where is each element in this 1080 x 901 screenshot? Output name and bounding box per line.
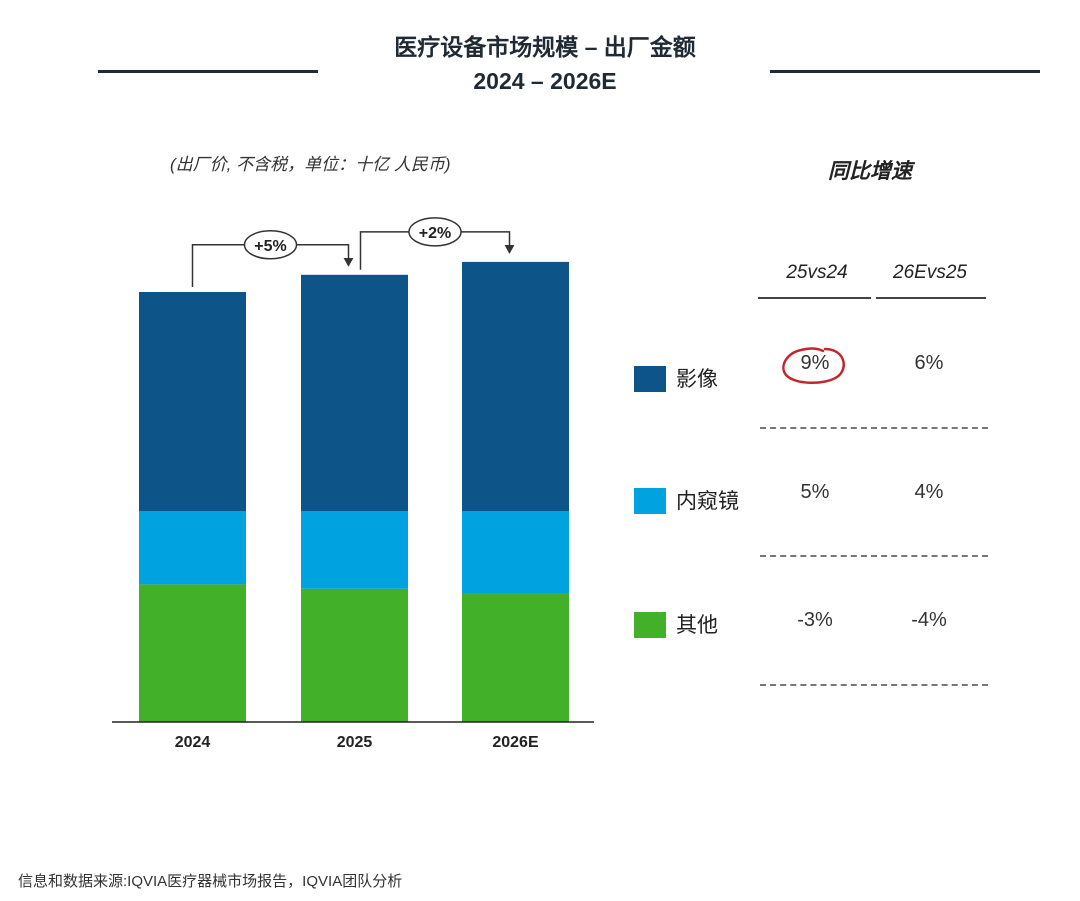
growth-bubble-2025-2026E <box>408 217 462 247</box>
row-divider <box>760 555 988 557</box>
title-rule-left <box>98 70 318 73</box>
growth-annotations: +5% +2% <box>191 217 515 287</box>
row-divider <box>760 684 988 686</box>
yoy-cell-endoscope-26evs25: 4% <box>914 481 944 503</box>
bar-segment-endoscope-2026E <box>462 511 569 593</box>
growth-bubble-2024-2025 <box>243 230 298 260</box>
yoy-col-header-26evs25: 26Evs25 <box>893 262 967 283</box>
x-tick-label-2026E: 2026E <box>492 734 539 751</box>
bar-segment-other-2026E <box>462 593 569 722</box>
legend-label-endoscope: 内窥镜 <box>676 490 739 513</box>
yoy-cell-other-26evs25: -4% <box>911 609 947 631</box>
bar-segment-other-2025 <box>301 588 408 722</box>
x-tick-label-2025: 2025 <box>337 734 373 751</box>
yoy-cell-imaging-25vs24: 9% <box>800 352 830 374</box>
bar-segment-endoscope-2024 <box>139 511 246 585</box>
bar-segment-imaging-2024 <box>139 292 246 512</box>
legend-swatch-endoscope <box>634 488 666 514</box>
chart-subtitle: 2024 – 2026E <box>473 68 617 94</box>
bar-segment-imaging-2026E <box>462 261 569 512</box>
yoy-col-rule <box>876 297 986 299</box>
bar-segment-other-2024 <box>139 584 246 722</box>
highlight-circle <box>782 347 845 384</box>
bar-segment-endoscope-2025 <box>301 511 408 589</box>
legend-label-other: 其他 <box>676 614 718 637</box>
yoy-col-header-25vs24: 25vs24 <box>786 262 848 283</box>
yoy-cell-other-25vs24: -3% <box>797 609 833 631</box>
yoy-title: 同比增速 <box>828 160 912 183</box>
unit-note: (出厂价, 不含税，单位：十亿 人民币) <box>170 155 451 174</box>
chart-title: 医疗设备市场规模 – 出厂金额 <box>394 34 696 60</box>
x-tick-labels: 2024 2025 2026E <box>175 734 539 751</box>
legend-swatch-imaging <box>634 366 666 392</box>
yoy-col-rule <box>758 297 871 299</box>
legend-swatch-other <box>634 612 666 638</box>
growth-label-2024-2025: +5% <box>254 238 286 255</box>
legend-label-imaging: 影像 <box>676 368 718 391</box>
title-rule-right <box>770 70 1040 73</box>
bars-layer <box>139 261 569 722</box>
yoy-cell-endoscope-25vs24: 5% <box>800 481 830 503</box>
growth-label-2025-2026E: +2% <box>419 225 451 242</box>
row-divider <box>760 427 988 429</box>
bar-segment-imaging-2025 <box>301 274 408 512</box>
x-tick-label-2024: 2024 <box>175 734 211 751</box>
yoy-cell-imaging-26evs25: 6% <box>914 352 944 374</box>
source-note: 信息和数据来源:IQVIA医疗器械市场报告，IQVIA团队分析 <box>18 873 403 890</box>
